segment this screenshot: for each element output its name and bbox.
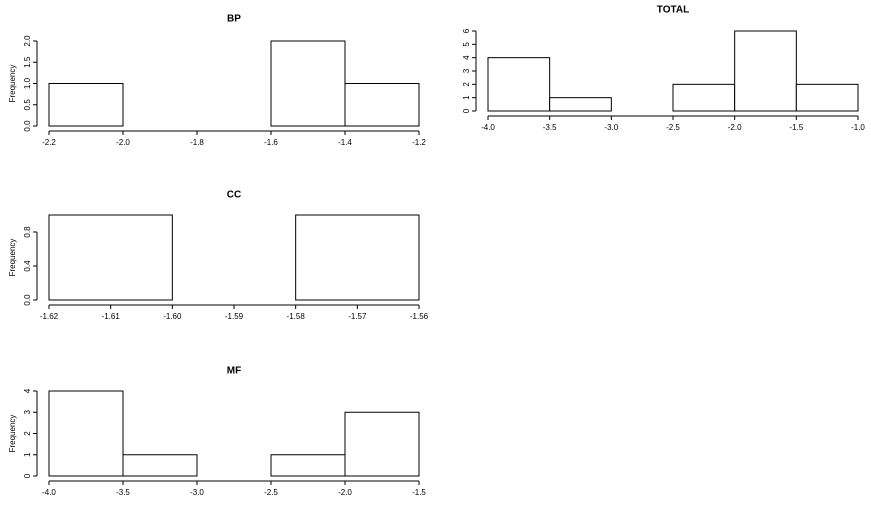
chart-title: TOTAL <box>657 5 689 16</box>
x-tick-label: -1.58 <box>287 312 306 321</box>
bar <box>344 83 420 127</box>
x-tick-label: -2.0 <box>728 123 742 132</box>
x-tick-label: -1.57 <box>348 312 367 321</box>
x-tick-label: -1.5 <box>412 488 426 497</box>
y-tick-label: 0.0 <box>23 120 32 132</box>
bar <box>122 454 198 477</box>
x-tick-label: -3.5 <box>543 123 557 132</box>
bar <box>672 83 736 112</box>
x-tick-label: -3.5 <box>116 488 130 497</box>
y-tick-label: 6 <box>462 28 471 33</box>
y-tick-label: 5 <box>462 42 471 47</box>
bar <box>270 454 346 477</box>
y-tick-label: 3 <box>23 409 32 414</box>
x-tick-label: -2.2 <box>42 138 56 147</box>
bar <box>48 83 124 127</box>
x-tick-label: -1.60 <box>163 312 182 321</box>
x-tick-label: -1.56 <box>410 312 429 321</box>
bar <box>549 97 612 112</box>
y-tick-label: 1 <box>23 452 32 457</box>
y-tick-label: 0.5 <box>23 99 32 111</box>
chart-title: CC <box>227 190 241 201</box>
y-tick-label: 4 <box>23 388 32 393</box>
x-tick-label: -1.5 <box>789 123 803 132</box>
x-tick-label: -1.8 <box>190 138 204 147</box>
chart-title: MF <box>227 366 241 377</box>
y-axis-label: Frequency <box>8 65 17 103</box>
bar <box>734 30 797 112</box>
y-tick-label: 0.4 <box>23 260 32 272</box>
x-tick-label: -1.0 <box>851 123 865 132</box>
y-tick-label: 3 <box>462 68 471 73</box>
x-tick-label: -1.61 <box>102 312 121 321</box>
y-tick-label: 1.0 <box>23 77 32 89</box>
bar <box>48 214 173 301</box>
y-tick-label: 1.5 <box>23 56 32 68</box>
x-tick-label: -4.0 <box>481 123 495 132</box>
bar <box>344 411 420 477</box>
y-axis-label: Frequency <box>8 415 17 453</box>
y-tick-label: 0 <box>462 108 471 113</box>
bar <box>295 214 420 301</box>
y-tick-label: 4 <box>462 55 471 60</box>
chart-title: BP <box>227 14 241 25</box>
y-tick-label: 2 <box>23 431 32 436</box>
bar <box>487 57 551 112</box>
x-tick-label: -2.0 <box>116 138 130 147</box>
x-tick-label: -1.6 <box>264 138 278 147</box>
y-tick-label: 1 <box>462 95 471 100</box>
x-tick-label: -2.0 <box>338 488 352 497</box>
bar <box>270 40 346 127</box>
x-tick-label: -1.59 <box>225 312 244 321</box>
x-tick-label: -1.62 <box>40 312 59 321</box>
x-tick-label: -3.0 <box>190 488 204 497</box>
y-tick-label: 0.0 <box>23 294 32 306</box>
y-tick-label: 2 <box>462 82 471 87</box>
x-tick-label: -4.0 <box>42 488 56 497</box>
y-tick-label: 0.8 <box>23 226 32 238</box>
x-tick-label: -2.5 <box>666 123 680 132</box>
x-tick-label: -2.5 <box>264 488 278 497</box>
bar <box>48 390 124 477</box>
y-tick-label: 0 <box>23 473 32 478</box>
x-tick-label: -1.2 <box>412 138 426 147</box>
x-tick-label: -3.0 <box>604 123 618 132</box>
y-axis-label: Frequency <box>8 239 17 277</box>
x-tick-label: -1.4 <box>338 138 352 147</box>
y-tick-label: 2.0 <box>23 35 32 47</box>
bar <box>795 83 859 112</box>
